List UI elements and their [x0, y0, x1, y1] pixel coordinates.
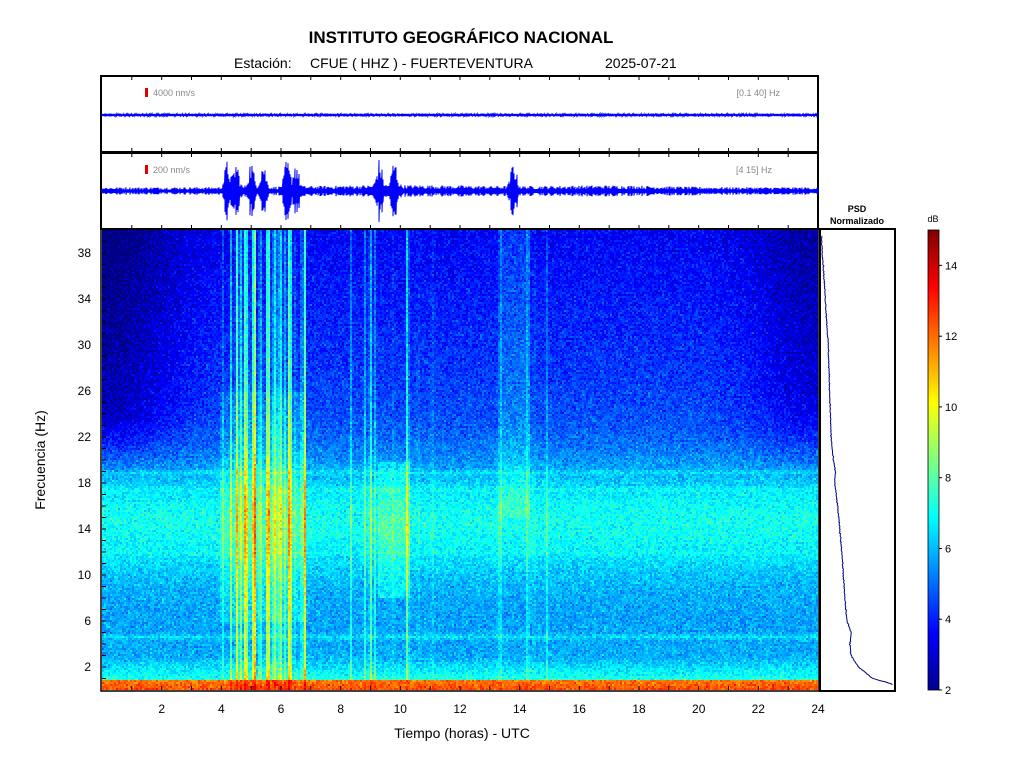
y-tick-label: 34 — [78, 292, 92, 306]
colorbar-tick-label: 8 — [945, 473, 951, 485]
colorbar-tick-label: 6 — [945, 544, 951, 556]
y-tick-label: 30 — [78, 338, 92, 352]
colorbar-tick-label: 12 — [945, 331, 957, 343]
colorbar-tick-label: 10 — [945, 402, 957, 414]
x-tick-label: 18 — [632, 702, 646, 716]
y-tick-label: 10 — [78, 568, 92, 582]
trace-line — [101, 160, 819, 222]
y-tick-label: 18 — [78, 476, 92, 490]
scale-marker-icon — [145, 165, 148, 174]
y-tick-label: 38 — [78, 246, 92, 260]
x-tick-label: 12 — [453, 702, 467, 716]
scale-label: 4000 nm/s — [153, 88, 196, 98]
filter-label: [4 15] Hz — [736, 165, 773, 175]
seismogram-panel-broadband: 4000 nm/s [0.1 40] Hz — [100, 75, 819, 153]
filter-label: [0.1 40] Hz — [736, 88, 780, 98]
page-title: INSTITUTO GEOGRÁFICO NACIONAL — [308, 28, 614, 47]
x-tick-label: 20 — [692, 702, 706, 716]
x-tick-label: 6 — [278, 702, 285, 716]
x-tick-label: 2 — [158, 702, 165, 716]
seismogram-panel-filtered: 200 nm/s [4 15] Hz — [100, 152, 819, 230]
colorbar-unit: dB — [927, 214, 938, 224]
y-tick-label: 22 — [78, 430, 92, 444]
x-tick-label: 22 — [752, 702, 766, 716]
x-tick-label: 14 — [513, 702, 527, 716]
trace-line — [101, 111, 819, 119]
psd-title: PSD — [848, 204, 867, 214]
scale-label: 200 nm/s — [153, 165, 191, 175]
colorbar-tick-label: 4 — [945, 614, 951, 626]
y-tick-label: 14 — [78, 522, 92, 536]
x-tick-label: 24 — [811, 702, 825, 716]
colorbar-tick-label: 14 — [945, 260, 957, 272]
y-tick-label: 26 — [78, 384, 92, 398]
colorbar-gradient — [927, 229, 940, 691]
x-tick-label: 4 — [218, 702, 225, 716]
y-tick-label: 6 — [84, 614, 91, 628]
station-name: CFUE ( HHZ ) - FUERTEVENTURA — [310, 55, 533, 71]
colorbar: dB 2 4 6 8 10 12 14 — [927, 214, 957, 697]
station-prefix: Estación: — [234, 55, 292, 71]
y-tick-label: 2 — [84, 660, 91, 674]
psd-subtitle: Normalizado — [830, 216, 885, 226]
scale-marker-icon — [145, 88, 148, 97]
spectrogram-canvas — [102, 230, 818, 690]
x-tick-label: 8 — [337, 702, 344, 716]
x-tick-label: 10 — [394, 702, 408, 716]
y-axis-label: Frecuencia (Hz) — [32, 410, 48, 510]
x-axis-label: Tiempo (horas) - UTC — [394, 725, 530, 741]
psd-line — [820, 235, 893, 686]
date-label: 2025-07-21 — [605, 55, 677, 71]
x-tick-label: 16 — [573, 702, 587, 716]
psd-panel: PSD Normalizado — [819, 204, 896, 692]
colorbar-tick-label: 2 — [945, 685, 951, 697]
